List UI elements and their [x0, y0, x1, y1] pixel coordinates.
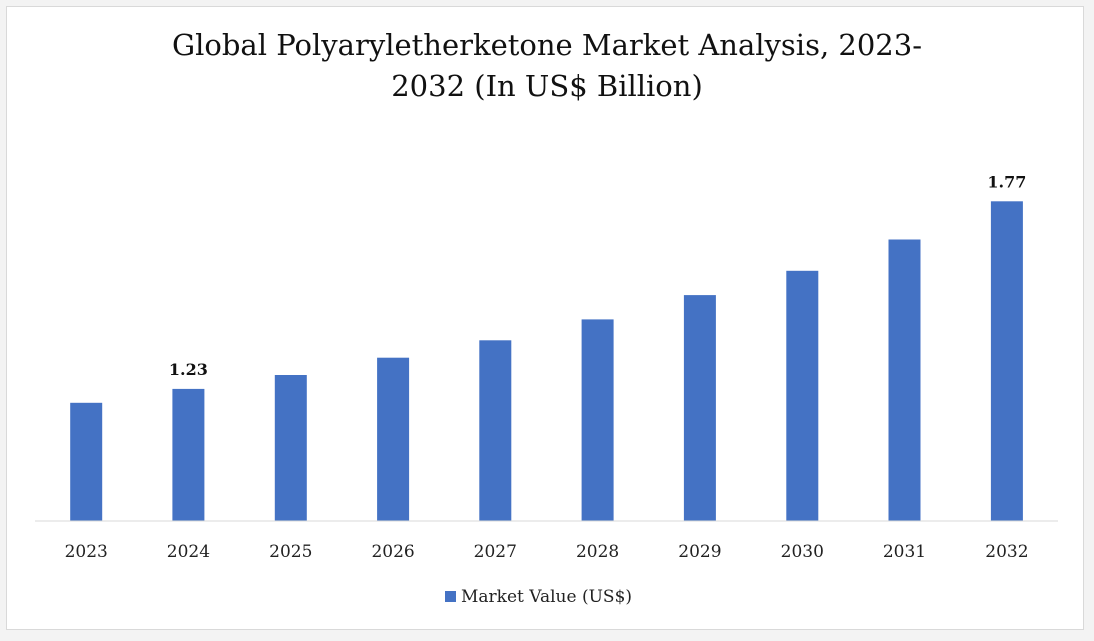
bar-2027	[479, 340, 512, 521]
bar-2028	[581, 319, 614, 521]
bar-2024	[172, 388, 205, 521]
x-tick-label-2029: 2029	[678, 542, 721, 562]
legend: Market Value (US$)	[445, 587, 632, 607]
legend-label: Market Value (US$)	[461, 587, 632, 607]
chart-title-line-2: 2032 (In US$ Billion)	[391, 69, 703, 103]
x-tick-label-2025: 2025	[269, 542, 312, 562]
x-tick-label-2024: 2024	[167, 542, 210, 562]
x-axis-ticks: 2023 2024 2025 2026 2027 2028 2029 2030 2031 2032	[65, 542, 1029, 562]
data-label-2032: 1.77	[987, 172, 1026, 191]
x-tick-label-2031: 2031	[883, 542, 926, 562]
bar-2029	[683, 295, 716, 521]
bar-2030	[786, 270, 819, 521]
x-tick-label-2026: 2026	[371, 542, 414, 562]
x-tick-label-2028: 2028	[576, 542, 619, 562]
bar-2026	[377, 357, 410, 521]
data-label-2024: 1.23	[169, 360, 208, 379]
x-tick-label-2030: 2030	[781, 542, 824, 562]
bar-2025	[274, 375, 307, 521]
legend-swatch	[445, 591, 456, 602]
x-tick-label-2023: 2023	[65, 542, 108, 562]
x-tick-label-2027: 2027	[474, 542, 517, 562]
bar-2031	[888, 239, 921, 521]
bar-series	[70, 201, 1023, 522]
bar-2032	[990, 201, 1023, 522]
data-labels: 1.23 1.77	[169, 172, 1026, 379]
bar-2023	[70, 402, 103, 521]
chart-title-line-1: Global Polyaryletherketone Market Analys…	[172, 28, 922, 62]
x-tick-label-2032: 2032	[985, 542, 1028, 562]
